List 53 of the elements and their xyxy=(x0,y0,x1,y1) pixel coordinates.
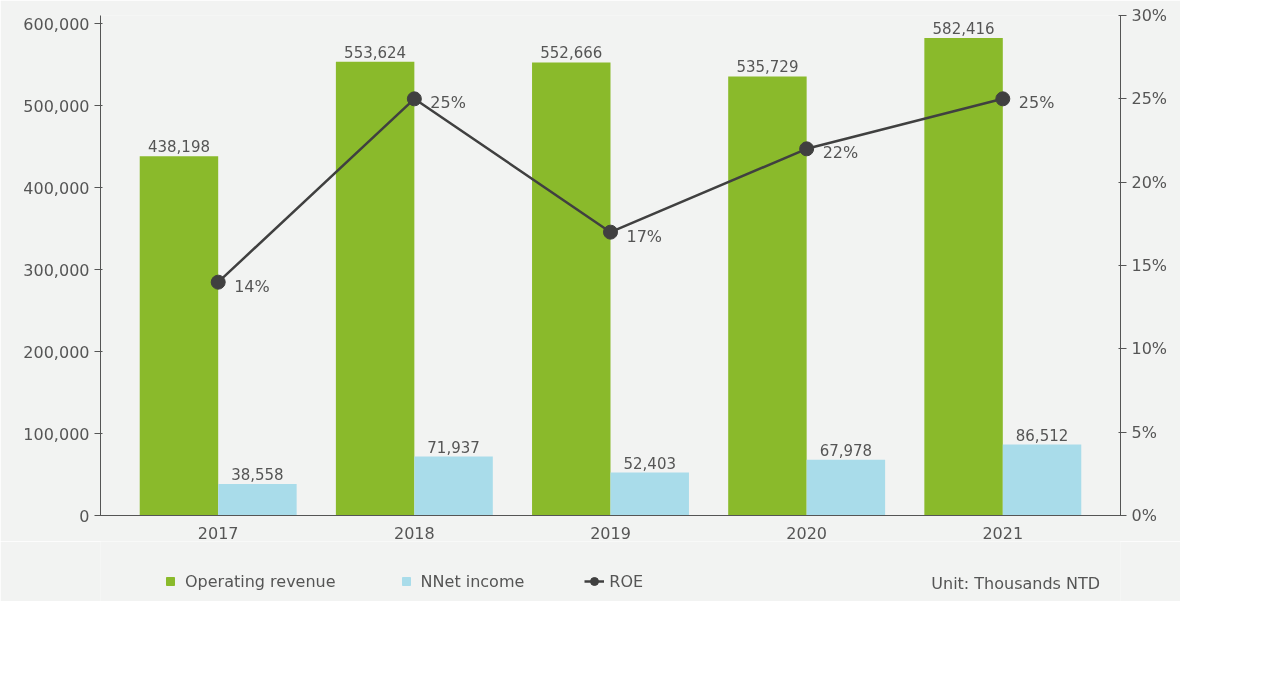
legend-label: Operating revenue xyxy=(185,571,336,591)
bar xyxy=(335,61,415,516)
y2-tick-label: 10% xyxy=(1131,339,1168,359)
y2-tick-label: 30% xyxy=(1131,6,1168,25)
x-tick-label: 2017 xyxy=(197,523,239,543)
point xyxy=(210,274,226,290)
data-label: 52,403 xyxy=(623,454,676,473)
data-label: 552,666 xyxy=(540,44,603,63)
data-label: 71,937 xyxy=(427,438,480,457)
bar xyxy=(806,459,886,516)
point xyxy=(799,141,815,157)
data-label: 17% xyxy=(626,226,663,246)
point xyxy=(995,91,1011,107)
data-label: 67,978 xyxy=(819,441,873,460)
y2-tick-label: 5% xyxy=(1131,422,1157,442)
bar xyxy=(610,472,689,516)
bar xyxy=(532,62,611,516)
y-tick-label: 600,000 xyxy=(23,14,90,34)
data-label: 86,512 xyxy=(1015,426,1069,445)
x-tick-label: 2018 xyxy=(393,523,435,543)
y2-tick-label: 0% xyxy=(1131,506,1157,525)
text: Unit: Thousands NTD xyxy=(931,574,1101,593)
bar xyxy=(924,38,1003,516)
x-tick-label: 2020 xyxy=(786,523,828,543)
legend-label: NNet income xyxy=(420,571,525,591)
bar xyxy=(139,156,219,516)
y-tick-label: 0 xyxy=(79,506,90,526)
bar xyxy=(1002,444,1082,516)
data-label: 22% xyxy=(822,143,859,163)
bar xyxy=(218,483,297,516)
y-tick-label: 200,000 xyxy=(23,342,90,362)
data-label: 25% xyxy=(1018,93,1055,113)
legend-label: ROE xyxy=(609,571,644,591)
data-label: 438,198 xyxy=(147,138,210,157)
bar xyxy=(728,76,807,516)
y2-tick-label: 20% xyxy=(1131,172,1168,192)
y2-tick-label: 25% xyxy=(1131,89,1168,109)
point xyxy=(406,91,422,107)
y-tick-label: 300,000 xyxy=(23,260,90,280)
data-label: 38,558 xyxy=(231,465,284,484)
point xyxy=(603,224,618,240)
x-tick-label: 2021 xyxy=(982,523,1024,543)
data-label: 25% xyxy=(430,93,466,113)
y-tick-label: 400,000 xyxy=(23,178,90,198)
y2-tick-label: 15% xyxy=(1131,256,1168,275)
data-label: 14% xyxy=(234,276,270,296)
data-label: 553,624 xyxy=(344,43,407,62)
x-tick-label: 2019 xyxy=(590,523,631,543)
y-tick-label: 100,000 xyxy=(23,424,90,444)
bar xyxy=(414,456,493,516)
y-tick-label: 500,000 xyxy=(23,96,90,116)
data-label: 582,416 xyxy=(932,20,995,39)
data-label: 535,729 xyxy=(736,58,799,77)
